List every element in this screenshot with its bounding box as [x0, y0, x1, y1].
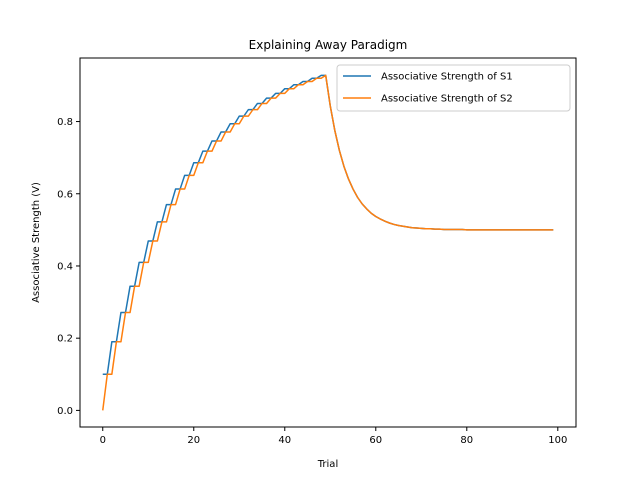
legend-box — [336, 64, 571, 112]
y-tick-label: 0.0 — [57, 406, 73, 417]
legend-label-s1: Associative Strength of S1 — [381, 72, 513, 83]
x-tick-label: 100 — [548, 435, 567, 446]
y-tick-label: 0.4 — [57, 261, 73, 272]
x-tick-label: 80 — [460, 435, 473, 446]
plot-frame — [79, 57, 577, 428]
x-axis-label: Trial — [317, 459, 338, 470]
y-tick-label: 0.8 — [57, 117, 73, 128]
x-tick-label: 60 — [369, 435, 382, 446]
x-tick-label: 20 — [187, 435, 200, 446]
legend-label-s2: Associative Strength of S2 — [381, 94, 513, 105]
y-axis-label: Associative Strength (V) — [31, 182, 42, 303]
y-tick-label: 0.6 — [57, 189, 73, 200]
x-tick-label: 40 — [278, 435, 291, 446]
y-tick-label: 0.2 — [57, 334, 73, 345]
legend: Associative Strength of S1 Associative St… — [336, 64, 571, 112]
y-axis: 0.0 0.2 0.4 0.6 0.8 — [57, 117, 80, 417]
x-axis: 0 20 40 60 80 100 — [100, 427, 567, 446]
series-layer — [102, 74, 554, 411]
chart-title: Explaining Away Paradigm — [249, 38, 408, 52]
series-line-s2 — [102, 74, 554, 411]
x-tick-label: 0 — [100, 435, 106, 446]
